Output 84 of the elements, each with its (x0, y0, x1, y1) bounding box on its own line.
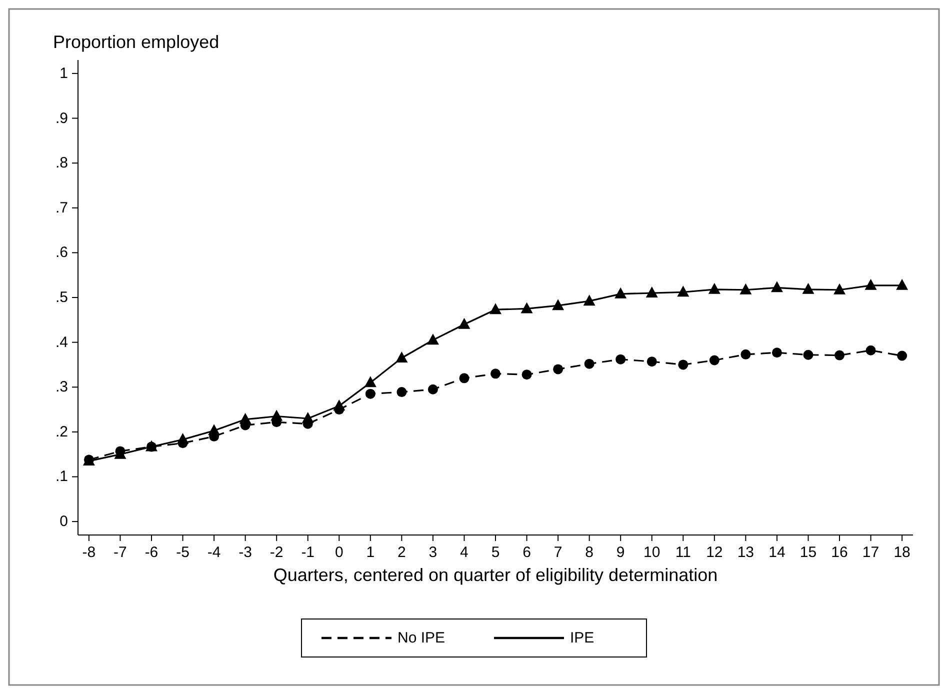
x-tick-label: 2 (398, 544, 406, 561)
point (490, 303, 502, 314)
y-tick-label: .6 (55, 244, 68, 262)
point (552, 299, 564, 310)
point (459, 373, 470, 384)
point (520, 302, 533, 314)
x-tick-label: 5 (491, 544, 500, 561)
y-tick-label: .1 (55, 468, 68, 486)
point (490, 368, 500, 379)
point (426, 334, 439, 345)
legend-label: No IPE (398, 630, 446, 646)
x-tick-label: 1 (366, 544, 375, 561)
x-tick-label: 4 (460, 544, 468, 561)
x-tick-label: -3 (238, 544, 252, 561)
point (583, 294, 596, 306)
x-tick-label: 3 (428, 544, 438, 561)
x-tick-label: 18 (894, 544, 910, 561)
x-tick-label: 7 (554, 544, 562, 561)
point (834, 350, 845, 360)
x-tick-label: 11 (675, 544, 691, 561)
point (270, 410, 283, 421)
point (616, 354, 626, 364)
x-tick-label: 9 (616, 544, 625, 561)
x-tick-label: 8 (585, 544, 594, 561)
x-tick-label: -2 (270, 544, 284, 561)
point (772, 348, 782, 358)
point (365, 388, 376, 399)
point (677, 286, 690, 297)
x-tick-label: 13 (737, 544, 754, 561)
legend-label: IPE (570, 630, 594, 646)
y-tick-label: .3 (55, 378, 68, 396)
point (396, 387, 407, 398)
x-tick-label: 10 (644, 544, 660, 561)
y-tick-label: .4 (55, 334, 68, 351)
x-axis-title: Quarters, centered on quarter of eligibility determination (273, 565, 718, 585)
point (708, 282, 720, 294)
point (553, 364, 564, 374)
point (740, 349, 751, 360)
point (239, 412, 252, 424)
point (458, 318, 470, 329)
y-tick-label: .7 (55, 199, 68, 216)
point (770, 281, 783, 292)
point (709, 355, 720, 366)
point (396, 351, 408, 362)
point (302, 412, 314, 423)
x-tick-label: -7 (114, 544, 127, 561)
x-tick-label: -8 (82, 544, 96, 561)
y-axis-title: Proportion employed (53, 32, 220, 52)
x-tick-label: 6 (522, 544, 531, 561)
x-tick-label: -1 (301, 544, 315, 561)
point (897, 350, 908, 361)
point (866, 345, 876, 356)
y-tick-label: 1 (60, 64, 68, 82)
y-tick-label: .2 (55, 423, 68, 440)
y-tick-label: .5 (55, 289, 68, 306)
point (584, 358, 594, 369)
x-tick-label: 12 (706, 544, 723, 561)
point (176, 433, 189, 444)
point (740, 283, 752, 294)
x-tick-label: -6 (144, 544, 158, 561)
x-tick-label: 14 (768, 544, 786, 561)
x-tick-label: 0 (334, 544, 344, 561)
point (802, 282, 814, 294)
point (333, 399, 346, 410)
x-tick-label: -5 (176, 544, 190, 561)
point (208, 424, 220, 436)
y-tick-label: .9 (55, 110, 68, 127)
x-tick-label: 16 (831, 544, 848, 561)
y-tick-label: 0 (60, 513, 68, 530)
point (364, 376, 376, 388)
point (646, 356, 657, 367)
point (803, 350, 814, 360)
point (646, 286, 658, 298)
x-tick-label: 15 (800, 544, 817, 561)
point (678, 360, 688, 370)
x-tick-label: -4 (207, 544, 221, 561)
y-tick-label: .8 (55, 154, 68, 172)
point (614, 287, 627, 298)
x-tick-label: 17 (862, 544, 880, 561)
point (896, 278, 908, 290)
point (428, 384, 438, 394)
point (522, 370, 532, 380)
point (864, 278, 877, 290)
point (834, 283, 846, 294)
